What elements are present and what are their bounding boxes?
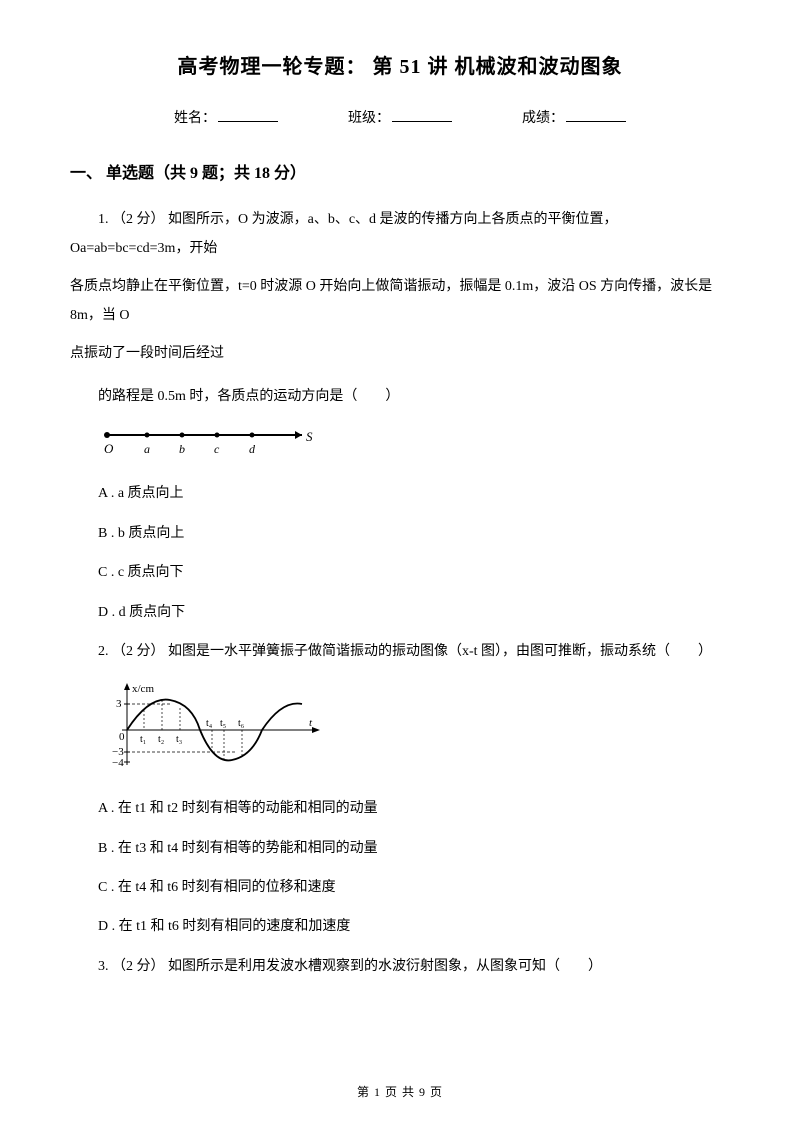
q2-option-b: B . 在 t3 和 t4 时刻有相等的势能和相同的动量 xyxy=(70,834,730,863)
class-field: 班级： xyxy=(348,107,452,127)
q2-diagram: x/cm 3 −3 −4 0 t t₁ t₂ t₃ t₄ t₅ t₆ xyxy=(102,680,730,780)
wave-line-diagram: O a b c d S xyxy=(102,425,322,460)
score-label: 成绩： xyxy=(522,107,564,127)
t5: t₅ xyxy=(220,718,226,729)
class-label: 班级： xyxy=(348,107,390,127)
q1-sub: 的路程是 0.5m 时，各质点的运动方向是（ ） xyxy=(70,382,730,411)
name-field: 姓名： xyxy=(174,107,278,127)
label-d: d xyxy=(249,442,256,456)
q1-option-a: A . a 质点向上 xyxy=(70,479,730,508)
q2-option-d: D . 在 t1 和 t6 时刻有相同的速度和加速度 xyxy=(70,912,730,941)
label-S: S xyxy=(306,429,313,444)
q2-body: 2. （2 分） 如图是一水平弹簧振子做简谐振动的振动图像（x-t 图），由图可… xyxy=(70,637,730,666)
t3: t₃ xyxy=(176,734,182,745)
label-b: b xyxy=(179,442,185,456)
t6: t₆ xyxy=(238,718,245,729)
q1-line3: 点振动了一段时间后经过 xyxy=(70,339,730,368)
t4: t₄ xyxy=(206,718,213,729)
q1-option-c: C . c 质点向下 xyxy=(70,558,730,587)
q1-option-d: D . d 质点向下 xyxy=(70,598,730,627)
origin: 0 xyxy=(119,731,125,743)
class-underline xyxy=(392,121,452,122)
name-underline xyxy=(218,121,278,122)
page-footer: 第 1 页 共 9 页 xyxy=(0,1083,800,1100)
q3-body: 3. （2 分） 如图所示是利用发波水槽观察到的水波衍射图象，从图象可知（ ） xyxy=(70,952,730,981)
t1: t₁ xyxy=(140,734,146,745)
score-field: 成绩： xyxy=(522,107,626,127)
q1-line2: 各质点均静止在平衡位置，t=0 时波源 O 开始向上做简谐振动，振幅是 0.1m… xyxy=(70,272,730,331)
section-header: 一、 单选题（共 9 题；共 18 分） xyxy=(70,159,730,183)
ylabel: x/cm xyxy=(132,683,154,695)
q1-option-b: B . b 质点向上 xyxy=(70,519,730,548)
label-a: a xyxy=(144,442,150,456)
ytick-bot4: −4 xyxy=(112,757,124,769)
ytick-top: 3 xyxy=(116,698,122,710)
q1-diagram: O a b c d S xyxy=(102,425,730,465)
info-row: 姓名： 班级： 成绩： xyxy=(70,107,730,127)
label-O: O xyxy=(104,441,114,456)
q2-option-a: A . 在 t1 和 t2 时刻有相等的动能和相同的动量 xyxy=(70,794,730,823)
name-label: 姓名： xyxy=(174,107,216,127)
q1-line1: 1. （2 分） 如图所示，O 为波源，a、b、c、d 是波的传播方向上各质点的… xyxy=(70,205,730,264)
score-underline xyxy=(566,121,626,122)
oscillation-graph: x/cm 3 −3 −4 0 t t₁ t₂ t₃ t₄ t₅ t₆ xyxy=(102,680,332,775)
q2-option-c: C . 在 t4 和 t6 时刻有相同的位移和速度 xyxy=(70,873,730,902)
t2: t₂ xyxy=(158,734,164,745)
label-c: c xyxy=(214,442,220,456)
page-title: 高考物理一轮专题： 第 51 讲 机械波和波动图象 xyxy=(70,50,730,79)
